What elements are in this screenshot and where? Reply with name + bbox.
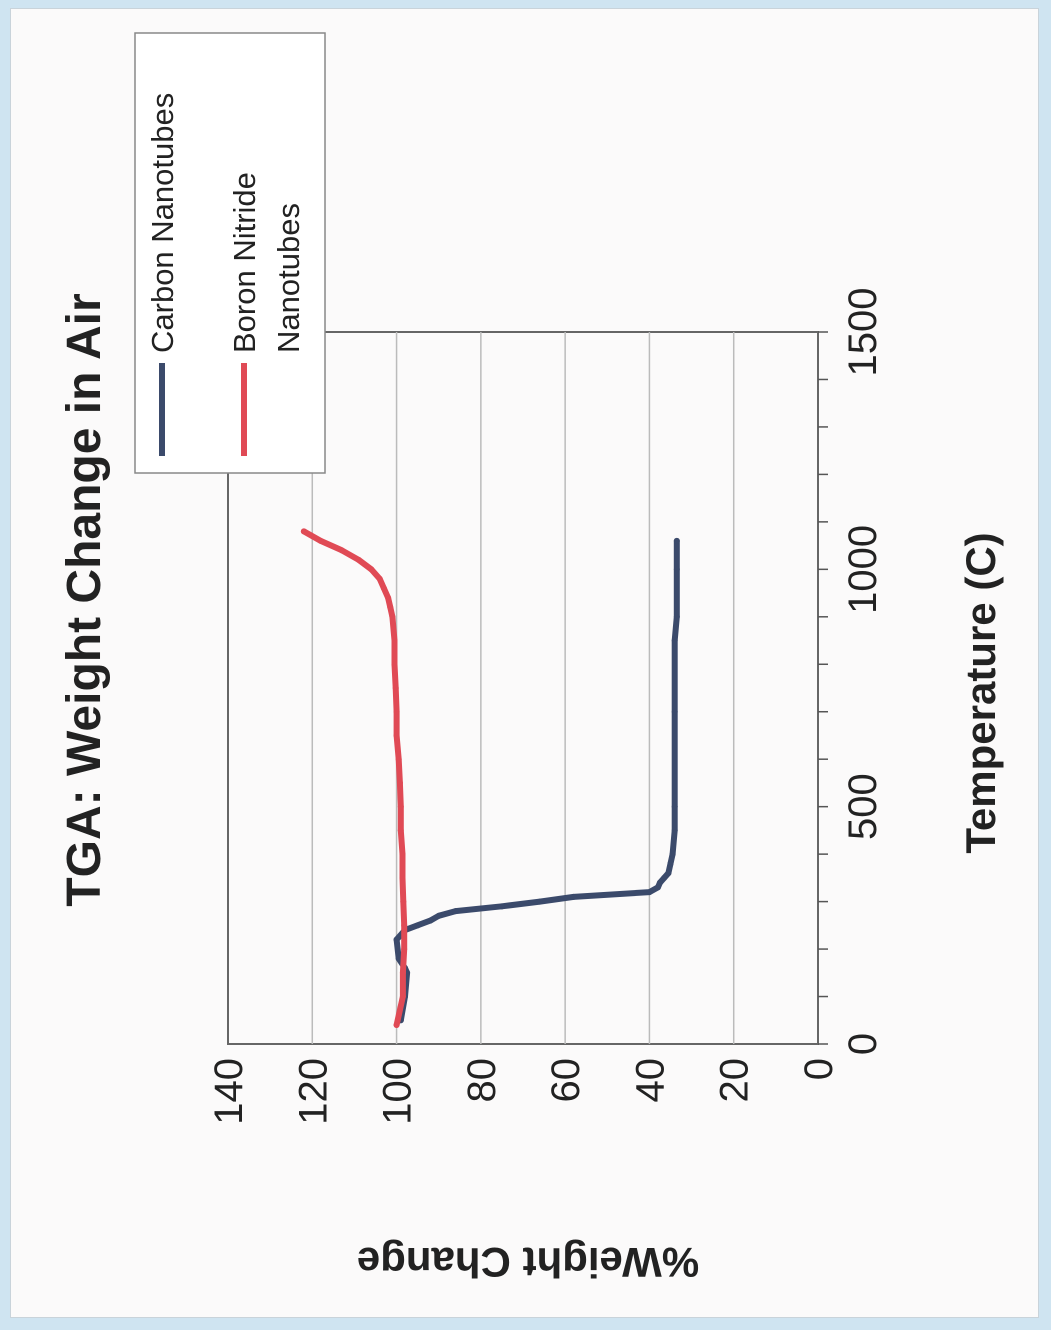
x-axis-tick-labels: 0 500 1000 1500 bbox=[841, 288, 885, 1056]
data-point-boron-nitride-nanotubes bbox=[391, 661, 398, 668]
data-point-boron-nitride-nanotubes bbox=[397, 827, 404, 834]
data-point-boron-nitride-nanotubes bbox=[391, 637, 398, 644]
data-point-carbon-nanotubes bbox=[498, 903, 505, 910]
data-point-carbon-nanotubes bbox=[452, 908, 459, 915]
data-point-boron-nitride-nanotubes bbox=[317, 537, 324, 544]
series-boron-nitride-nanotubes bbox=[300, 528, 408, 1029]
x-tick-label-1500: 1500 bbox=[841, 288, 885, 377]
data-point-carbon-nanotubes bbox=[654, 884, 661, 891]
data-point-carbon-nanotubes bbox=[395, 955, 402, 962]
data-point-boron-nitride-nanotubes bbox=[392, 685, 399, 691]
data-point-boron-nitride-nanotubes bbox=[395, 756, 402, 763]
y-tick-label-100: 100 bbox=[376, 1058, 420, 1125]
data-point-boron-nitride-nanotubes bbox=[380, 585, 387, 592]
x-tick-label-1000: 1000 bbox=[841, 525, 885, 614]
data-point-boron-nitride-nanotubes bbox=[399, 969, 406, 976]
chart: TGA: Weight Change in Air 0 20 40 60 80 100 12… bbox=[58, 32, 1004, 1286]
x-axis-title: Temperature (C) bbox=[957, 532, 1004, 853]
y-axis-title: %Weight Change bbox=[357, 1239, 699, 1286]
legend: Carbon Nanotubes Boron Nitride Nanotubes bbox=[134, 32, 326, 474]
data-point-boron-nitride-nanotubes bbox=[396, 779, 403, 786]
y-tick-label-20: 20 bbox=[713, 1058, 757, 1103]
data-point-boron-nitride-nanotubes bbox=[401, 946, 408, 953]
data-point-carbon-nanotubes bbox=[673, 566, 680, 573]
scanned-page: TGA: Weight Change in Air 0 20 40 60 80 100 12… bbox=[10, 8, 1039, 1318]
legend-label-carbon-nanotubes: Carbon Nanotubes bbox=[145, 93, 180, 353]
y-tick-label-120: 120 bbox=[291, 1058, 335, 1125]
data-point-carbon-nanotubes bbox=[671, 637, 678, 644]
legend-label-boron-nitride-nanotubes: Boron Nitride Nanotubes bbox=[227, 172, 306, 353]
data-point-carbon-nanotubes bbox=[435, 912, 442, 919]
data-point-carbon-nanotubes bbox=[536, 898, 543, 905]
data-point-carbon-nanotubes bbox=[570, 893, 577, 900]
data-point-carbon-nanotubes bbox=[671, 827, 678, 834]
data-point-carbon-nanotubes bbox=[656, 879, 663, 886]
chart-title: TGA: Weight Change in Air bbox=[58, 293, 111, 906]
data-point-boron-nitride-nanotubes bbox=[401, 922, 408, 929]
gridlines bbox=[311, 332, 735, 1044]
data-point-boron-nitride-nanotubes bbox=[399, 851, 406, 858]
x-tick-label-500: 500 bbox=[841, 773, 885, 840]
data-point-carbon-nanotubes bbox=[393, 936, 400, 943]
data-point-carbon-nanotubes bbox=[667, 860, 674, 867]
data-point-carbon-nanotubes bbox=[665, 870, 672, 877]
data-point-boron-nitride-nanotubes bbox=[399, 874, 406, 881]
x-axis-minor-ticks bbox=[818, 331, 828, 1045]
data-point-carbon-nanotubes bbox=[646, 889, 653, 896]
y-tick-label-40: 40 bbox=[628, 1058, 672, 1103]
series-line-carbon-nanotubes bbox=[393, 537, 680, 1024]
data-point-carbon-nanotubes bbox=[661, 874, 668, 881]
y-tick-label-0: 0 bbox=[797, 1058, 841, 1080]
data-point-boron-nitride-nanotubes bbox=[399, 993, 406, 1000]
plot-area bbox=[227, 331, 819, 1045]
data-point-carbon-nanotubes bbox=[673, 613, 680, 620]
y-tick-label-140: 140 bbox=[207, 1058, 251, 1125]
data-point-boron-nitride-nanotubes bbox=[338, 547, 345, 554]
data-point-boron-nitride-nanotubes bbox=[376, 575, 383, 582]
legend-box bbox=[134, 32, 326, 474]
data-point-carbon-nanotubes bbox=[427, 917, 434, 924]
series-carbon-nanotubes bbox=[393, 537, 680, 1024]
data-point-boron-nitride-nanotubes bbox=[389, 613, 396, 620]
data-point-boron-nitride-nanotubes bbox=[397, 803, 404, 810]
data-point-carbon-nanotubes bbox=[669, 851, 676, 858]
data-point-boron-nitride-nanotubes bbox=[385, 594, 392, 601]
data-point-carbon-nanotubes bbox=[671, 708, 678, 715]
data-point-boron-nitride-nanotubes bbox=[355, 556, 362, 563]
data-point-boron-nitride-nanotubes bbox=[393, 708, 400, 715]
data-point-boron-nitride-nanotubes bbox=[387, 604, 394, 611]
data-point-boron-nitride-nanotubes bbox=[300, 528, 307, 535]
data-point-boron-nitride-nanotubes bbox=[368, 566, 375, 573]
data-point-boron-nitride-nanotubes bbox=[400, 898, 407, 905]
data-point-carbon-nanotubes bbox=[673, 537, 680, 544]
x-tick-label-0: 0 bbox=[841, 1033, 885, 1055]
series-layer bbox=[300, 528, 680, 1029]
y-tick-label-60: 60 bbox=[544, 1058, 588, 1103]
y-axis-tick-labels: 0 20 40 60 80 100 120 140 bbox=[207, 1058, 841, 1125]
data-point-carbon-nanotubes bbox=[414, 922, 421, 929]
data-point-boron-nitride-nanotubes bbox=[393, 1022, 400, 1029]
data-point-boron-nitride-nanotubes bbox=[393, 732, 400, 739]
data-point-carbon-nanotubes bbox=[671, 803, 678, 810]
y-tick-label-80: 80 bbox=[460, 1058, 504, 1103]
